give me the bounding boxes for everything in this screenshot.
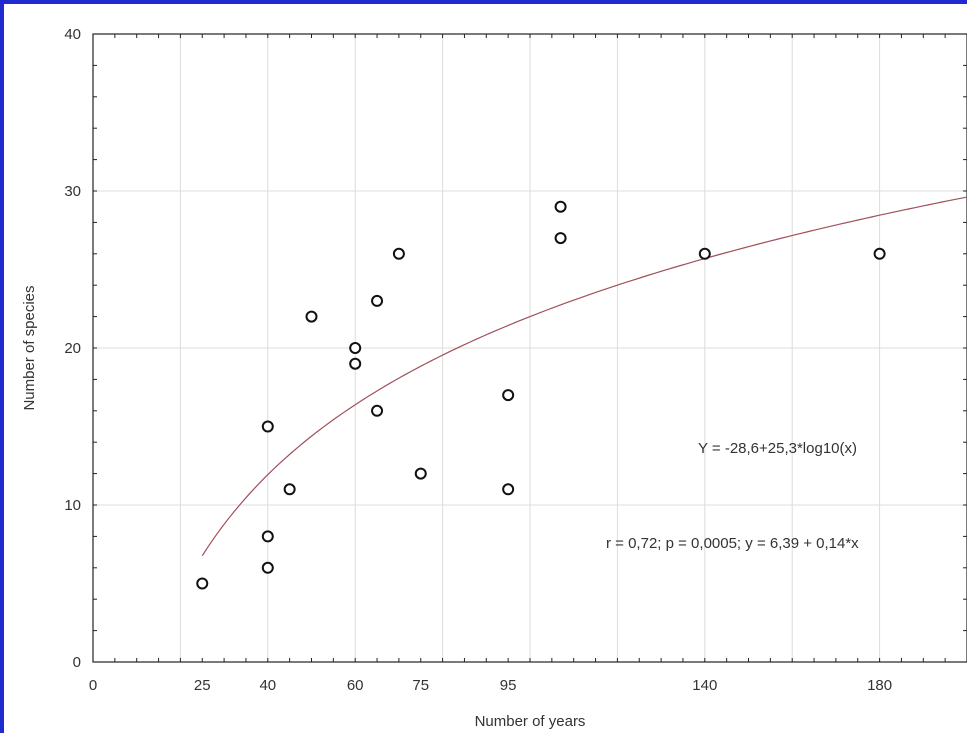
fit-equation-annotation: Y = -28,6+25,3*log10(x)	[698, 440, 857, 457]
data-point	[196, 577, 209, 590]
data-point	[392, 247, 405, 260]
x-tick-label: 0	[89, 677, 97, 694]
y-tick-label: 20	[64, 340, 81, 357]
x-tick-label: 75	[412, 677, 429, 694]
y-tick-label: 0	[73, 654, 81, 671]
data-point	[873, 247, 886, 260]
data-points	[196, 200, 886, 590]
data-point	[371, 404, 384, 417]
data-point	[305, 310, 318, 323]
data-point	[554, 200, 567, 213]
x-tick-labels: 0 25 40 60 75 95 140 180	[89, 677, 892, 694]
y-axis-label: Number of species	[21, 285, 38, 410]
regression-curve	[201, 196, 967, 557]
data-point	[261, 420, 274, 433]
scatter-chart: 0 25 40 60 75 95 140 180 0 10 20 30 40 Y = -28,6+25…	[21, 26, 967, 730]
data-point	[261, 530, 274, 543]
y-tick-label: 40	[64, 26, 81, 43]
axes	[92, 33, 967, 663]
data-point	[349, 342, 362, 354]
data-point	[502, 389, 515, 402]
y-tick-labels: 0 10 20 30 40	[64, 26, 81, 671]
y-tick-label: 30	[64, 183, 81, 200]
data-point	[261, 561, 274, 574]
y-tick-label: 10	[64, 497, 81, 514]
gridlines	[92, 33, 967, 663]
x-tick-label: 25	[194, 677, 211, 694]
data-point	[349, 357, 362, 370]
x-axis-label: Number of years	[475, 713, 586, 730]
x-tick-label: 40	[259, 677, 276, 694]
stats-annotation: r = 0,72; p = 0,0005; y = 6,39 + 0,14*x	[606, 535, 859, 552]
data-point	[371, 294, 384, 307]
data-point	[283, 483, 296, 496]
x-tick-label: 140	[692, 677, 717, 694]
x-tick-label: 60	[347, 677, 364, 694]
data-point	[554, 232, 567, 245]
x-tick-label: 180	[867, 677, 892, 694]
data-point	[414, 467, 427, 480]
x-tick-label: 95	[500, 677, 517, 694]
data-point	[698, 247, 711, 260]
data-point	[502, 483, 515, 496]
